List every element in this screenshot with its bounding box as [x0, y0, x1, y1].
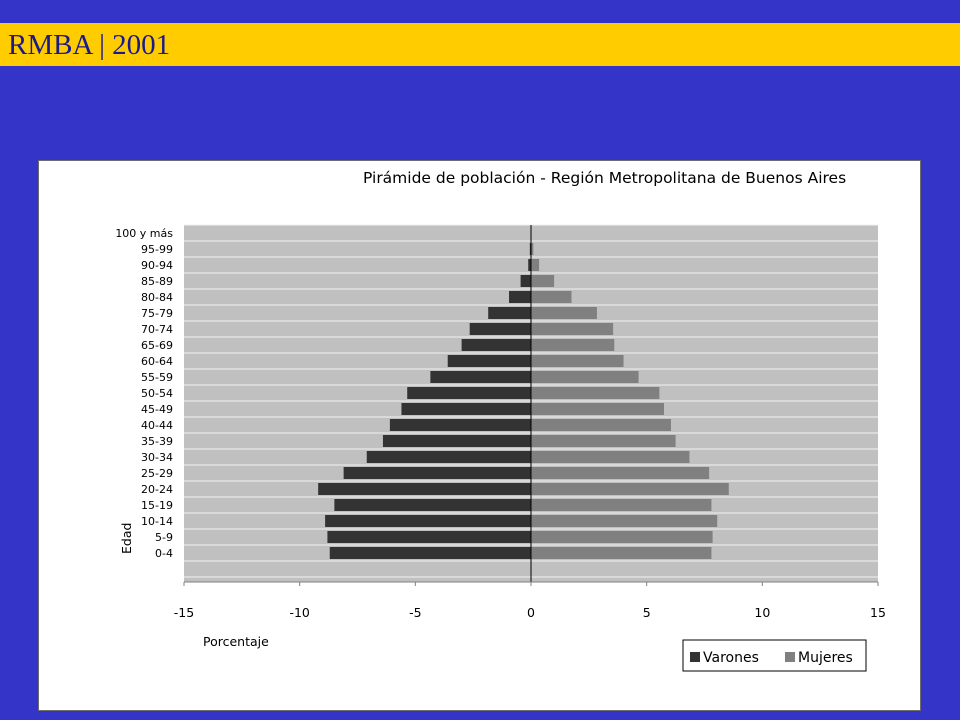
slide-title: RMBA | 2001 — [8, 29, 171, 61]
bar-mujeres-90-94 — [531, 259, 540, 271]
chart-panel: 100 y más 95-99 90-94 85-89 80-84 75-79 70-74 6… — [38, 160, 921, 711]
bar-varones-70-74 — [469, 323, 531, 335]
x-tick-label: -5 — [409, 605, 421, 620]
bar-varones-20-24 — [318, 483, 531, 495]
category-label: 95-99 — [141, 243, 173, 256]
bar-varones-5-9 — [327, 531, 531, 543]
x-axis-label: Porcentaje — [203, 634, 269, 649]
x-tick-label: 15 — [870, 605, 886, 620]
bar-mujeres-55-59 — [531, 371, 639, 383]
bar-mujeres-5-9 — [531, 531, 713, 543]
x-tick-label: 5 — [643, 605, 651, 620]
category-label: 75-79 — [141, 307, 173, 320]
bar-mujeres-20-24 — [531, 483, 729, 495]
category-label: 90-94 — [141, 259, 173, 272]
legend-swatch-mujeres — [785, 652, 795, 662]
category-label: 60-64 — [141, 355, 173, 368]
bar-varones-90-94 — [528, 259, 531, 271]
bar-varones-85-89 — [520, 275, 531, 287]
x-tick-label: -10 — [289, 605, 309, 620]
bar-mujeres-85-89 — [531, 275, 555, 287]
category-label: 40-44 — [141, 419, 173, 432]
bar-mujeres-60-64 — [531, 355, 624, 367]
bar-varones-95-99 — [529, 243, 531, 255]
bar-mujeres-65-69 — [531, 339, 615, 351]
legend-swatch-varones — [690, 652, 700, 662]
x-tick-labels: -15 -10 -5 0 5 10 15 — [174, 582, 886, 620]
bar-mujeres-75-79 — [531, 307, 597, 319]
bar-varones-10-14 — [325, 515, 531, 527]
bar-varones-75-79 — [488, 307, 531, 319]
bar-mujeres-15-19 — [531, 499, 712, 511]
bar-varones-45-49 — [401, 403, 531, 415]
title-band: RMBA | 2001 — [0, 23, 960, 66]
category-label: 85-89 — [141, 275, 173, 288]
category-label: 80-84 — [141, 291, 173, 304]
legend-box — [682, 639, 867, 672]
bar-varones-55-59 — [430, 371, 531, 383]
category-label: 25-29 — [141, 467, 173, 480]
bar-varones-25-29 — [343, 467, 531, 479]
bar-varones-60-64 — [447, 355, 531, 367]
category-label: 35-39 — [141, 435, 173, 448]
legend-label-varones: Varones — [703, 650, 759, 666]
category-label: 55-59 — [141, 371, 173, 384]
bar-varones-0-4 — [329, 547, 531, 559]
bar-mujeres-80-84 — [531, 291, 572, 303]
bar-varones-65-69 — [461, 339, 531, 351]
legend: Varones Mujeres — [682, 639, 867, 672]
category-label: 5-9 — [155, 531, 173, 544]
bar-mujeres-70-74 — [531, 323, 614, 335]
x-tick-label: -15 — [174, 605, 194, 620]
bar-varones-35-39 — [382, 435, 531, 447]
legend-label-mujeres: Mujeres — [798, 650, 853, 666]
x-tick-label: 0 — [527, 605, 535, 620]
bar-mujeres-10-14 — [531, 515, 718, 527]
category-label: 65-69 — [141, 339, 173, 352]
category-label: 100 y más — [115, 227, 173, 240]
category-label: 10-14 — [141, 515, 173, 528]
chart-title: Pirámide de población - Región Metropoli… — [363, 169, 846, 187]
bar-mujeres-0-4 — [531, 547, 712, 559]
bar-mujeres-45-49 — [531, 403, 665, 415]
bar-mujeres-25-29 — [531, 467, 710, 479]
category-label: 45-49 — [141, 403, 173, 416]
bar-varones-15-19 — [334, 499, 531, 511]
category-label: 15-19 — [141, 499, 173, 512]
bar-mujeres-95-99 — [531, 243, 534, 255]
x-tick-label: 10 — [754, 605, 770, 620]
bar-mujeres-35-39 — [531, 435, 676, 447]
category-label: 20-24 — [141, 483, 173, 496]
category-labels: 100 y más 95-99 90-94 85-89 80-84 75-79 70-74 6… — [115, 227, 173, 560]
bar-mujeres-30-34 — [531, 451, 690, 463]
bar-mujeres-50-54 — [531, 387, 660, 399]
category-label: 50-54 — [141, 387, 173, 400]
bar-varones-40-44 — [389, 419, 531, 431]
bar-varones-80-84 — [509, 291, 531, 303]
bar-varones-50-54 — [407, 387, 531, 399]
category-label: 0-4 — [155, 547, 173, 560]
category-label: 30-34 — [141, 451, 173, 464]
bars — [318, 243, 729, 559]
category-label: 70-74 — [141, 323, 173, 336]
y-axis-label: Edad — [119, 523, 134, 554]
bar-mujeres-40-44 — [531, 419, 671, 431]
population-pyramid-chart: 100 y más 95-99 90-94 85-89 80-84 75-79 70-74 6… — [115, 169, 886, 672]
bar-varones-30-34 — [366, 451, 531, 463]
